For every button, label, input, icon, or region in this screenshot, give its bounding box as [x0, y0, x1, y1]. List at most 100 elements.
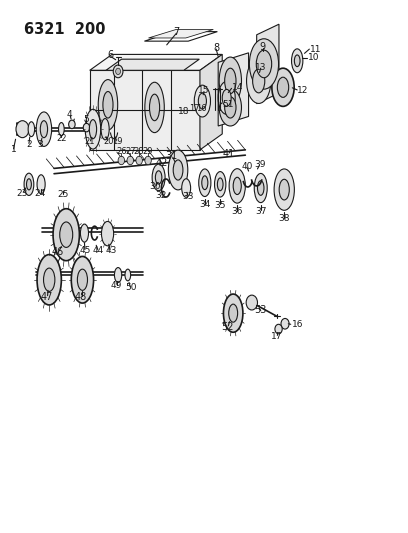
Circle shape: [136, 156, 142, 165]
Text: 29: 29: [143, 148, 153, 157]
Text: 28: 28: [134, 148, 144, 157]
Text: 16: 16: [292, 320, 303, 329]
Ellipse shape: [246, 59, 271, 103]
Ellipse shape: [279, 179, 289, 200]
Text: 6321  200: 6321 200: [24, 21, 105, 37]
Polygon shape: [90, 70, 200, 150]
Ellipse shape: [40, 120, 48, 138]
Text: 22: 22: [56, 134, 67, 143]
Text: 27: 27: [125, 148, 135, 157]
Text: 44: 44: [93, 246, 104, 255]
Ellipse shape: [78, 269, 87, 290]
Text: 21: 21: [84, 138, 95, 147]
Ellipse shape: [85, 109, 101, 149]
Text: 14: 14: [232, 83, 243, 92]
Circle shape: [281, 318, 289, 329]
Text: 9: 9: [260, 42, 266, 52]
Polygon shape: [90, 54, 222, 70]
Ellipse shape: [254, 173, 267, 203]
Ellipse shape: [222, 90, 231, 107]
Ellipse shape: [89, 119, 97, 139]
Ellipse shape: [198, 93, 206, 109]
Circle shape: [69, 120, 75, 128]
Text: 49: 49: [111, 281, 122, 290]
Text: 4: 4: [67, 110, 72, 119]
Text: 47: 47: [40, 292, 53, 302]
Circle shape: [83, 123, 90, 132]
Ellipse shape: [37, 255, 61, 305]
Text: 42: 42: [155, 158, 168, 168]
Text: 17: 17: [189, 104, 200, 113]
Text: 46: 46: [52, 247, 64, 257]
Text: 1: 1: [11, 146, 16, 155]
Text: 11: 11: [310, 45, 322, 54]
Ellipse shape: [294, 55, 300, 67]
Text: 13: 13: [255, 63, 266, 71]
Text: 32: 32: [155, 191, 167, 200]
Ellipse shape: [256, 50, 272, 78]
Text: 3: 3: [37, 140, 43, 149]
Ellipse shape: [28, 122, 35, 136]
Ellipse shape: [218, 82, 235, 114]
Ellipse shape: [60, 222, 73, 247]
Text: 34: 34: [199, 200, 211, 209]
Text: 40: 40: [241, 163, 253, 171]
Ellipse shape: [182, 179, 191, 197]
Text: 43: 43: [105, 246, 117, 255]
Text: 37: 37: [255, 207, 266, 215]
Text: 2: 2: [26, 140, 32, 149]
Text: 30: 30: [150, 182, 161, 191]
Ellipse shape: [173, 160, 183, 180]
Ellipse shape: [224, 294, 243, 332]
Ellipse shape: [292, 49, 303, 72]
Text: 5: 5: [84, 115, 89, 124]
Ellipse shape: [277, 77, 289, 98]
Ellipse shape: [155, 171, 162, 184]
Ellipse shape: [27, 179, 31, 190]
Polygon shape: [257, 24, 279, 104]
Ellipse shape: [194, 85, 211, 117]
Text: 15: 15: [198, 86, 210, 95]
Text: 10: 10: [308, 53, 319, 62]
Ellipse shape: [253, 69, 265, 93]
Ellipse shape: [274, 169, 294, 211]
Ellipse shape: [98, 79, 118, 130]
Text: 33: 33: [182, 192, 193, 201]
Polygon shape: [106, 59, 200, 70]
Ellipse shape: [233, 177, 241, 195]
Ellipse shape: [202, 176, 208, 190]
Text: 50: 50: [125, 283, 137, 292]
Circle shape: [115, 68, 120, 75]
Text: 48: 48: [75, 292, 87, 302]
Ellipse shape: [58, 123, 64, 136]
Polygon shape: [218, 53, 248, 126]
Text: 36: 36: [231, 207, 243, 216]
Circle shape: [16, 120, 29, 138]
Text: 7: 7: [173, 27, 180, 37]
Ellipse shape: [37, 175, 45, 194]
Text: 25: 25: [57, 190, 69, 199]
Ellipse shape: [80, 224, 89, 242]
Ellipse shape: [229, 304, 237, 322]
Ellipse shape: [229, 168, 245, 203]
Circle shape: [118, 156, 124, 165]
Ellipse shape: [44, 268, 55, 292]
Text: 19: 19: [112, 137, 122, 146]
Ellipse shape: [149, 94, 160, 120]
Ellipse shape: [219, 57, 242, 105]
Ellipse shape: [145, 82, 164, 133]
Ellipse shape: [102, 221, 114, 246]
Ellipse shape: [199, 169, 211, 197]
Text: 45: 45: [79, 246, 91, 255]
Ellipse shape: [152, 164, 165, 191]
Ellipse shape: [24, 173, 34, 196]
Ellipse shape: [101, 118, 109, 140]
Circle shape: [275, 324, 282, 334]
Ellipse shape: [215, 172, 226, 197]
Text: 52: 52: [221, 322, 234, 332]
Text: 23: 23: [17, 189, 28, 198]
Ellipse shape: [272, 68, 294, 107]
Ellipse shape: [217, 178, 223, 191]
Ellipse shape: [36, 112, 52, 147]
Ellipse shape: [249, 39, 279, 89]
